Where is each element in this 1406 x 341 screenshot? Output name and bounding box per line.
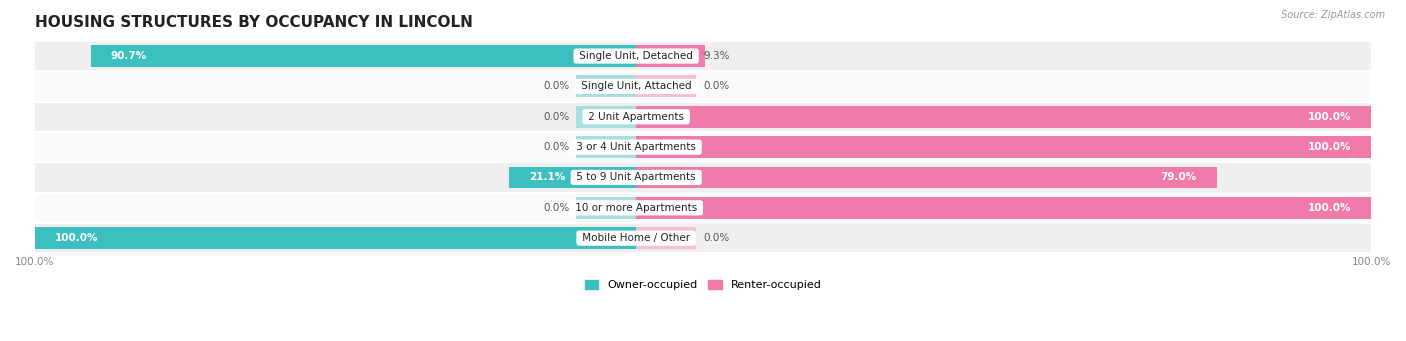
Legend: Owner-occupied, Renter-occupied: Owner-occupied, Renter-occupied: [581, 275, 825, 295]
Text: 79.0%: 79.0%: [1160, 173, 1197, 182]
Text: 100.0%: 100.0%: [1308, 142, 1351, 152]
Bar: [576, 136, 636, 158]
Bar: [90, 45, 636, 67]
Bar: [576, 166, 636, 188]
Text: 5 to 9 Unit Apartments: 5 to 9 Unit Apartments: [574, 173, 699, 182]
Bar: [636, 166, 696, 188]
Text: Mobile Home / Other: Mobile Home / Other: [579, 233, 693, 243]
Text: 3 or 4 Unit Apartments: 3 or 4 Unit Apartments: [574, 142, 699, 152]
Text: 9.3%: 9.3%: [703, 51, 730, 61]
Bar: [35, 132, 1371, 162]
Text: 21.1%: 21.1%: [529, 173, 565, 182]
Bar: [636, 106, 1371, 128]
Bar: [35, 162, 1371, 193]
Text: HOUSING STRUCTURES BY OCCUPANCY IN LINCOLN: HOUSING STRUCTURES BY OCCUPANCY IN LINCO…: [35, 15, 472, 30]
Bar: [636, 106, 696, 128]
Text: 0.0%: 0.0%: [543, 112, 569, 122]
Bar: [636, 166, 1218, 188]
Bar: [636, 136, 696, 158]
Bar: [636, 197, 696, 219]
Bar: [35, 71, 1371, 102]
Text: 100.0%: 100.0%: [1308, 112, 1351, 122]
Text: 0.0%: 0.0%: [543, 142, 569, 152]
Bar: [35, 223, 1371, 253]
Bar: [636, 45, 704, 67]
Bar: [35, 102, 1371, 132]
Text: 10 or more Apartments: 10 or more Apartments: [572, 203, 700, 213]
Text: 0.0%: 0.0%: [543, 203, 569, 213]
Bar: [636, 75, 696, 97]
Text: 90.7%: 90.7%: [111, 51, 146, 61]
Text: Single Unit, Attached: Single Unit, Attached: [578, 81, 695, 91]
Bar: [576, 227, 636, 249]
Text: 100.0%: 100.0%: [55, 233, 98, 243]
Text: Source: ZipAtlas.com: Source: ZipAtlas.com: [1281, 10, 1385, 20]
Bar: [576, 106, 636, 128]
Bar: [576, 197, 636, 219]
Bar: [576, 75, 636, 97]
Bar: [509, 166, 636, 188]
Bar: [636, 136, 1371, 158]
Text: 0.0%: 0.0%: [703, 233, 730, 243]
Text: 0.0%: 0.0%: [543, 81, 569, 91]
Text: Single Unit, Detached: Single Unit, Detached: [576, 51, 696, 61]
Bar: [35, 41, 1371, 71]
Text: 0.0%: 0.0%: [703, 81, 730, 91]
Bar: [636, 227, 696, 249]
Text: 2 Unit Apartments: 2 Unit Apartments: [585, 112, 688, 122]
Text: 100.0%: 100.0%: [1308, 203, 1351, 213]
Bar: [636, 197, 1371, 219]
Bar: [35, 193, 1371, 223]
Bar: [576, 45, 636, 67]
Bar: [636, 45, 696, 67]
Bar: [35, 227, 636, 249]
